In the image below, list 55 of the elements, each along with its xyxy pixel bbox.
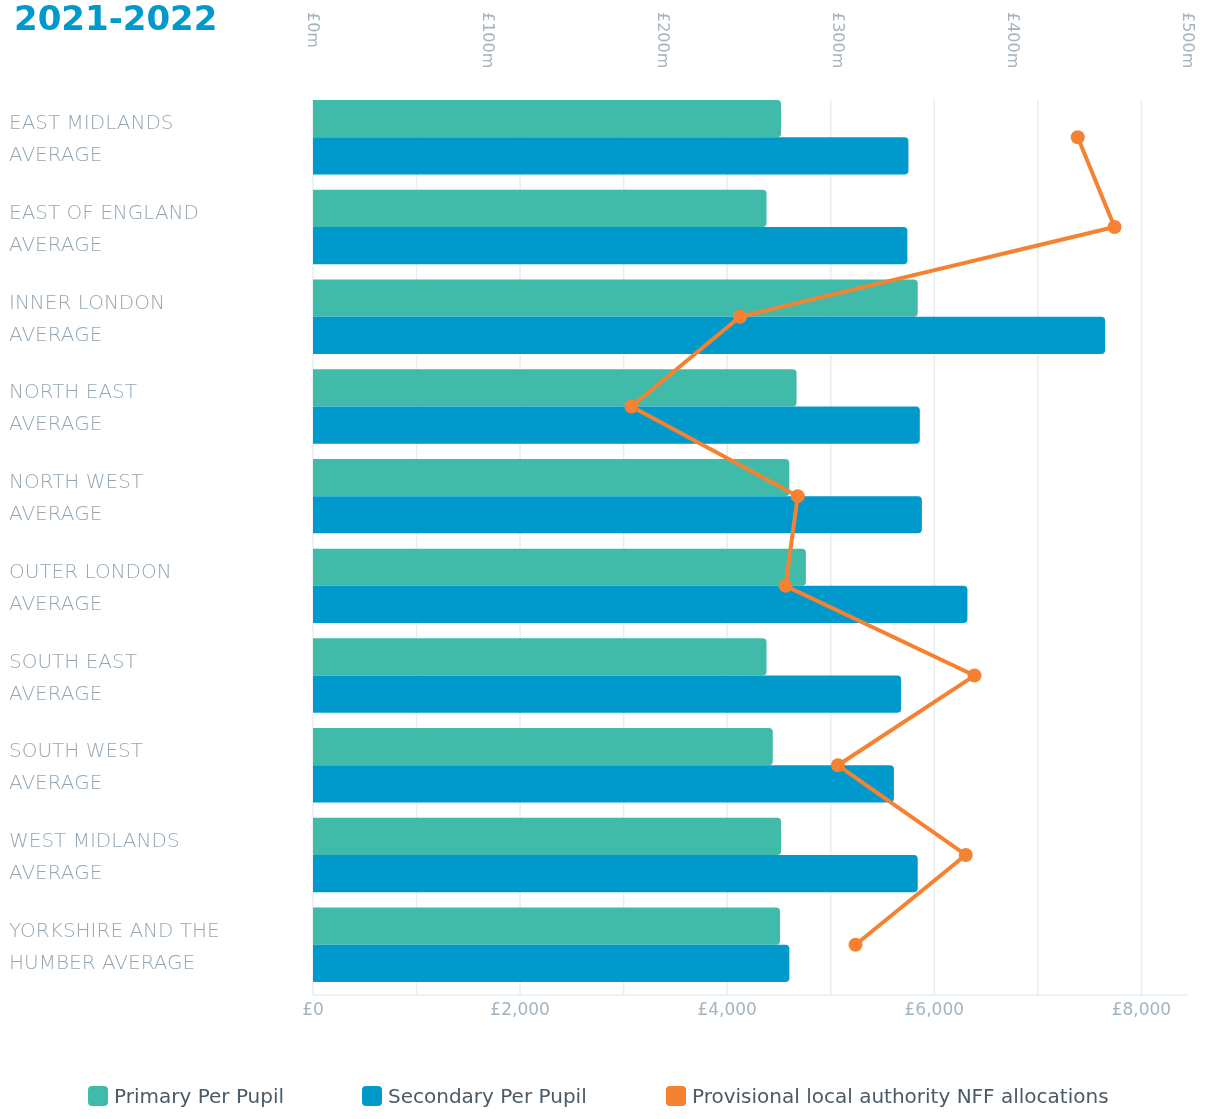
x2-tick-label: £500m	[1178, 12, 1198, 69]
point	[848, 937, 863, 952]
chart-title: 2021-2022	[14, 0, 218, 38]
x2-tick-label: £200m	[653, 12, 673, 69]
y-tick-label: EAST MIDLANDS AVERAGE	[9, 110, 174, 167]
y-tick-label: INNER LONDON AVERAGE	[9, 289, 165, 346]
bar	[313, 675, 902, 713]
bar	[313, 728, 773, 766]
bar	[313, 907, 781, 945]
legend-label: Secondary Per Pupil	[388, 1084, 587, 1108]
y-tick-label: YORKSHIRE AND THE HUMBER AVERAGE	[9, 917, 220, 974]
x2-tick-label: £0m	[303, 12, 323, 48]
point	[733, 309, 747, 324]
bar	[313, 100, 782, 138]
x2-tick-label: £300m	[828, 12, 848, 69]
point	[778, 578, 793, 593]
bar	[313, 458, 790, 497]
bar	[313, 765, 894, 803]
bar	[313, 854, 918, 893]
bar	[313, 817, 782, 855]
x-tick-label: £8,000	[1111, 999, 1172, 1019]
bar	[313, 496, 922, 534]
legend-label: Primary Per Pupil	[114, 1084, 285, 1108]
point	[624, 399, 639, 414]
bar	[313, 137, 909, 175]
x-tick-label: £4,000	[697, 999, 757, 1019]
y-tick-label: NORTH EAST AVERAGE	[9, 379, 137, 436]
bar	[313, 638, 767, 676]
point	[1070, 130, 1085, 145]
bar	[313, 406, 920, 444]
x-tick-label: £0	[302, 999, 324, 1019]
point	[790, 489, 805, 504]
bar	[313, 369, 797, 407]
point	[958, 847, 973, 862]
bar	[313, 585, 968, 624]
x2-tick-label: £100m	[478, 12, 498, 69]
bar	[313, 944, 790, 982]
bar	[313, 189, 767, 228]
x2-tick-label: £400m	[1003, 12, 1023, 69]
bar	[313, 279, 918, 317]
bar	[313, 227, 908, 265]
y-tick-label: NORTH WEST AVERAGE	[9, 469, 144, 526]
y-tick-label: SOUTH EAST AVERAGE	[9, 648, 137, 705]
legend-label: Provisional local authority NFF allocations	[692, 1084, 1109, 1108]
bar	[313, 316, 1106, 354]
point	[831, 758, 845, 773]
point	[1107, 220, 1122, 235]
y-tick-label: WEST MIDLANDS AVERAGE	[9, 827, 180, 884]
point	[967, 668, 982, 683]
y-tick-label: SOUTH WEST AVERAGE	[9, 738, 144, 795]
x-tick-label: £2,000	[490, 999, 550, 1019]
bar	[313, 548, 806, 586]
y-tick-label: EAST OF ENGLAND AVERAGE	[9, 200, 199, 257]
x-tick-label: £6,000	[904, 999, 965, 1019]
y-tick-label: OUTER LONDON AVERAGE	[9, 558, 172, 615]
